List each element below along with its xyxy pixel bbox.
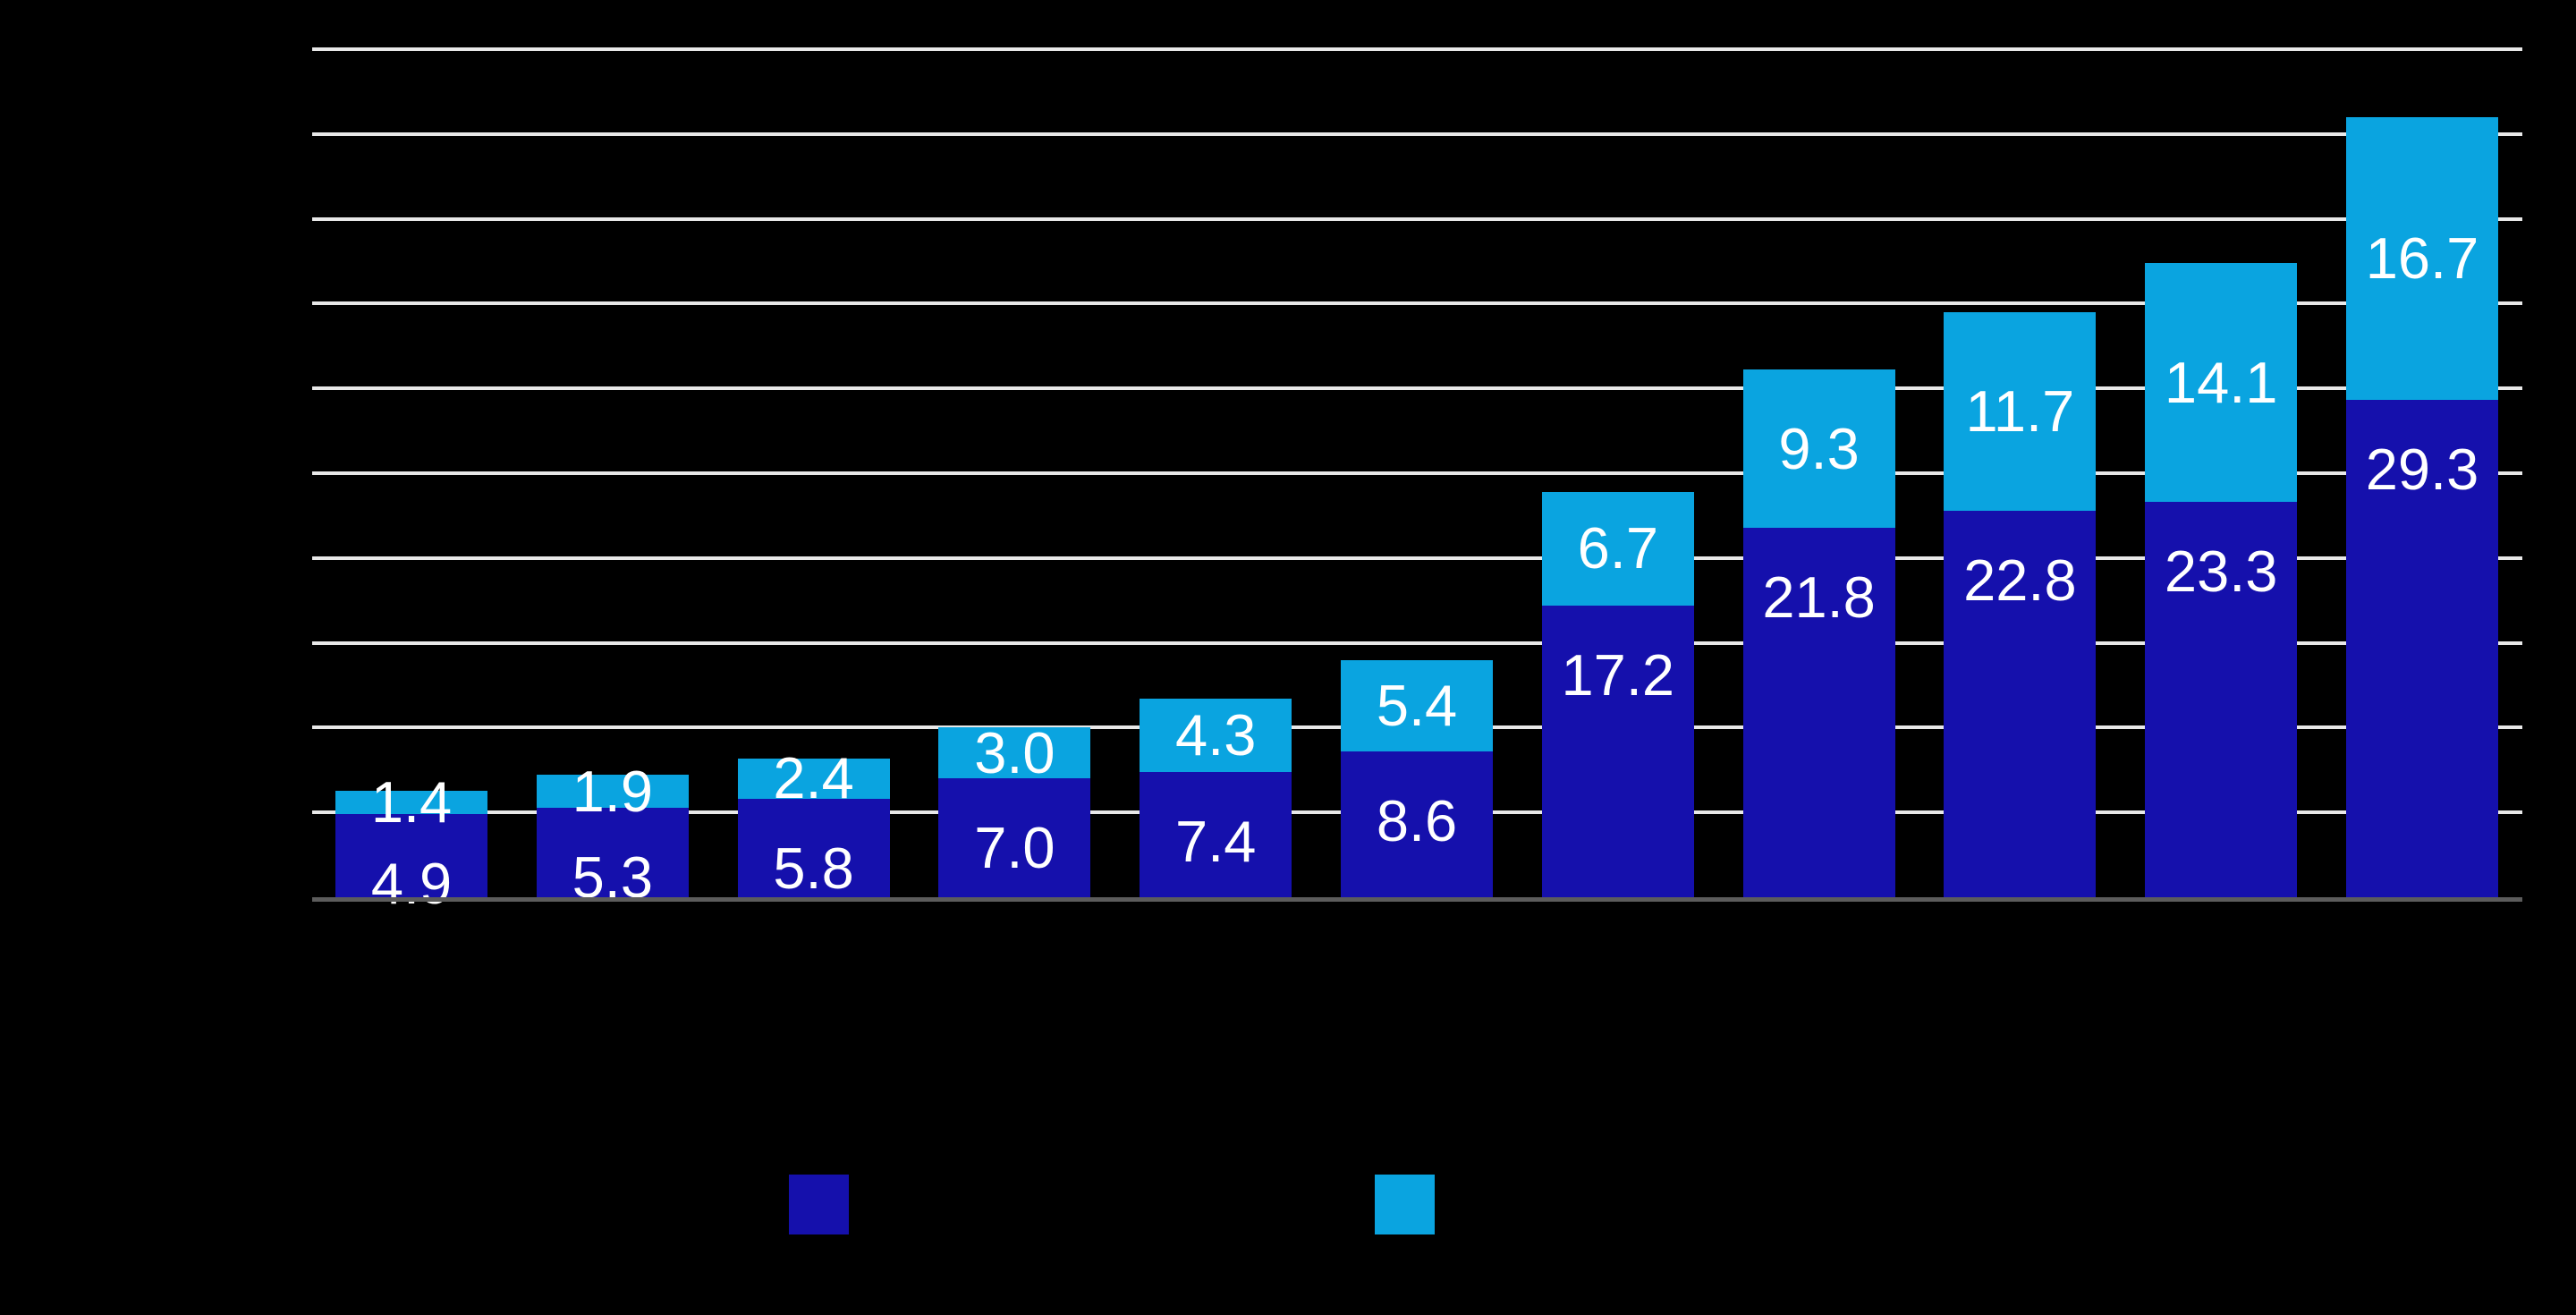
bar-7-segment-dark[interactable] (1541, 605, 1694, 897)
bar-5-label-light: 4.3 (1175, 701, 1257, 768)
bar-11-segment-light[interactable] (2346, 116, 2498, 401)
bar-11-label-dark: 29.3 (2365, 437, 2479, 503)
y-gridline-25 (312, 471, 2522, 475)
bar-7-segment-light[interactable] (1541, 491, 1694, 606)
bar-5-segment-dark[interactable] (1140, 771, 1292, 897)
bar-9-segment-light[interactable] (1944, 311, 2097, 511)
bar-2-segment-light[interactable] (536, 775, 689, 808)
bar-1-segment-dark[interactable] (335, 814, 487, 897)
bar-1-label-light: 1.4 (370, 768, 453, 835)
bar-2-label-dark: 5.3 (572, 844, 653, 910)
legend-swatch-dark-blue-series[interactable] (789, 1175, 849, 1234)
bar-10-label-dark: 23.3 (2164, 539, 2278, 605)
bar-6-label-light: 5.4 (1376, 672, 1458, 738)
bar-7-label-dark: 17.2 (1561, 641, 1675, 708)
y-gridline-35 (312, 301, 2522, 306)
bar-10-label-light: 14.1 (2164, 349, 2278, 415)
bar-8-label-dark: 21.8 (1762, 564, 1876, 630)
bar-2-segment-dark[interactable] (536, 807, 689, 897)
y-gridline-20 (312, 556, 2522, 560)
x-axis-baseline (312, 897, 2522, 902)
bar-11-label-light: 16.7 (2365, 225, 2479, 292)
y-gridline-50 (312, 47, 2522, 51)
bar-6-label-dark: 8.6 (1376, 787, 1458, 853)
bar-4-segment-dark[interactable] (938, 778, 1091, 897)
bar-4-label-dark: 7.0 (974, 815, 1055, 881)
legend-swatch-light-blue-series[interactable] (1375, 1175, 1435, 1234)
bar-3-label-light: 2.4 (773, 745, 854, 811)
bar-5-label-dark: 7.4 (1175, 808, 1257, 874)
bar-9-segment-dark[interactable] (1944, 510, 2097, 897)
bar-2-label-light: 1.9 (572, 758, 653, 824)
bar-1-label-dark: 4.9 (370, 851, 453, 917)
bar-3-label-dark: 5.8 (773, 836, 854, 902)
bar-3-segment-light[interactable] (737, 758, 890, 800)
bar-4-segment-light[interactable] (938, 727, 1091, 779)
bar-10-segment-light[interactable] (2145, 262, 2298, 503)
bar-1-segment-light[interactable] (335, 790, 487, 815)
bar-3-segment-dark[interactable] (737, 799, 890, 897)
bar-8-segment-dark[interactable] (1742, 527, 1895, 897)
bar-8-segment-light[interactable] (1742, 369, 1895, 528)
bar-9-label-light: 11.7 (1965, 378, 2075, 444)
bar-5-segment-light[interactable] (1140, 699, 1292, 772)
bar-7-label-light: 6.7 (1577, 515, 1658, 581)
y-gridline-40 (312, 216, 2522, 221)
bar-6-segment-dark[interactable] (1341, 751, 1493, 897)
y-gridline-30 (312, 386, 2522, 391)
bar-10-segment-dark[interactable] (2145, 502, 2298, 897)
y-gridline-15 (312, 641, 2522, 645)
bar-11-segment-dark[interactable] (2346, 400, 2498, 897)
bar-8-label-light: 9.3 (1778, 415, 1860, 481)
y-gridline-45 (312, 132, 2522, 136)
bar-4-label-light: 3.0 (974, 719, 1055, 785)
bar-9-label-dark: 22.8 (1963, 547, 2077, 613)
bar-6-segment-light[interactable] (1341, 659, 1493, 751)
